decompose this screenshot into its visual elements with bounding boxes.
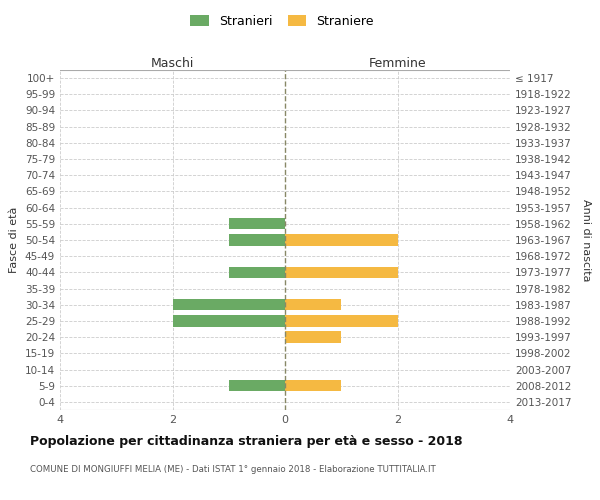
Bar — [285, 299, 341, 310]
Bar — [229, 266, 285, 278]
Bar — [173, 316, 285, 326]
Bar — [285, 332, 341, 343]
Bar — [229, 234, 285, 246]
Bar — [229, 218, 285, 230]
Text: Maschi: Maschi — [151, 57, 194, 70]
Bar — [285, 380, 341, 392]
Text: COMUNE DI MONGIUFFI MELIA (ME) - Dati ISTAT 1° gennaio 2018 - Elaborazione TUTTI: COMUNE DI MONGIUFFI MELIA (ME) - Dati IS… — [30, 465, 436, 474]
Bar — [285, 234, 398, 246]
Legend: Stranieri, Straniere: Stranieri, Straniere — [187, 11, 377, 32]
Y-axis label: Anni di nascita: Anni di nascita — [581, 198, 591, 281]
Bar — [285, 266, 398, 278]
Text: Femmine: Femmine — [368, 57, 427, 70]
Bar — [229, 380, 285, 392]
Bar — [173, 299, 285, 310]
Bar — [285, 316, 398, 326]
Y-axis label: Fasce di età: Fasce di età — [10, 207, 19, 273]
Text: Popolazione per cittadinanza straniera per età e sesso - 2018: Popolazione per cittadinanza straniera p… — [30, 435, 463, 448]
